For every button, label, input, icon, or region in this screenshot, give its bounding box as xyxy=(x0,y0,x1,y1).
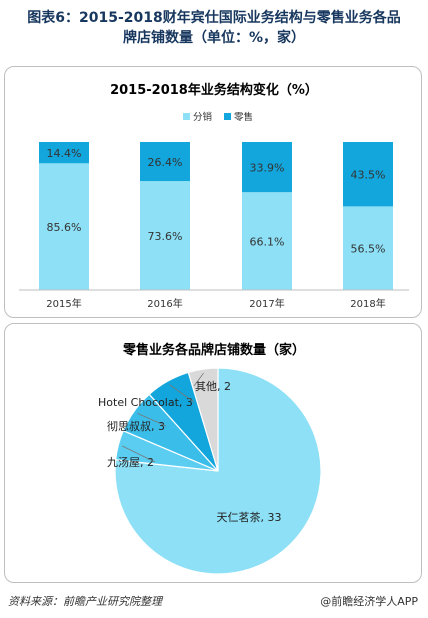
bar-chart-legend: 分销 零售 xyxy=(183,111,253,123)
bar-lingshou-3 xyxy=(343,142,393,207)
bar-label-0-2: 66.1% xyxy=(250,236,285,249)
pie-label-0: 天仁茗茶, 33 xyxy=(217,511,282,524)
footer-source: 资料来源：前瞻产业研究院整理 xyxy=(8,595,162,608)
pie-label-2: 彻思叔叔, 3 xyxy=(107,419,165,433)
x-tick-0: 2015年 xyxy=(46,297,81,310)
figure-title-line1: 图表6：2015-2018财年宾仕国际业务结构与零售业务各品 xyxy=(27,10,401,26)
pie-leader-4 xyxy=(193,372,204,387)
pie-labels: 天仁茗茶, 33 九汤屋, 2 彻思叔叔, 3 Hotel Chocolat, 3其他… xyxy=(98,372,282,524)
bar-label-1-3: 43.5% xyxy=(351,169,386,182)
pie-chart-panel: 零售业务各品牌店铺数量（家） 天仁茗茶, 33 九汤屋, 2 彻思叔叔, 3 Hote… xyxy=(4,323,422,583)
bar-fenxiao-1 xyxy=(140,181,190,290)
legend-label-1: 零售 xyxy=(234,111,253,123)
bar-fenxiao-3 xyxy=(343,206,393,290)
pie-leader-2 xyxy=(137,413,167,427)
x-tick-1: 2016年 xyxy=(147,297,182,310)
bar-label-1-1: 26.4% xyxy=(148,156,183,169)
bar-label-1-0: 14.4% xyxy=(47,147,82,160)
pie-slices xyxy=(114,367,322,575)
legend-swatch-0 xyxy=(183,113,190,120)
figure-title-line2: 牌店铺数量（单位：%，家） xyxy=(122,30,306,46)
bar-chart-title: 2015-2018年业务结构变化（%） xyxy=(110,82,318,98)
bar-fenxiao-0 xyxy=(39,163,89,290)
pie-chart-title: 零售业务各品牌店铺数量（家） xyxy=(122,342,305,358)
pie-leader-1 xyxy=(122,445,156,463)
x-axis-ticks: 2015年 2016年 2017年 2018年 xyxy=(46,297,385,310)
bar-label-0-3: 56.5% xyxy=(351,243,386,256)
bar-label-0-1: 73.6% xyxy=(148,230,183,243)
legend-swatch-1 xyxy=(224,113,231,120)
pie-slice-4 xyxy=(187,367,219,472)
bar-chart-bars: 85.6% 14.4% 73.6% 26.4% 66.1% 33.9% 56.5% 43.5% xyxy=(39,142,393,290)
bar-lingshou-2 xyxy=(242,142,292,193)
bar-lingshou-1 xyxy=(140,142,190,182)
bar-lingshou-0 xyxy=(39,142,89,164)
x-tick-3: 2018年 xyxy=(350,297,385,310)
x-tick-2: 2017年 xyxy=(249,297,284,310)
bar-label-1-2: 33.9% xyxy=(250,162,285,175)
legend-label-0: 分销 xyxy=(193,111,213,123)
bar-fenxiao-2 xyxy=(242,192,292,290)
footer-brand: @前瞻经济学人APP xyxy=(320,595,418,608)
pie-leader-3 xyxy=(169,384,195,403)
pie-label-3: Hotel Chocolat, 3 xyxy=(98,396,193,409)
pie-label-1: 九汤屋, 2 xyxy=(107,455,154,469)
bar-chart-panel: 2015-2018年业务结构变化（%） 分销 零售 85.6% 14.4% 73.6%… xyxy=(4,66,422,318)
bar-chart: 2015-2018年业务结构变化（%） 分销 零售 85.6% 14.4% 73.6%… xyxy=(19,82,409,310)
figure-title: 图表6：2015-2018财年宾仕国际业务结构与零售业务各品 牌店铺数量（单位：… xyxy=(0,8,428,48)
bar-label-0-0: 85.6% xyxy=(47,221,82,234)
pie-label-4: 其他, 2 xyxy=(195,380,231,393)
pie-chart: 零售业务各品牌店铺数量（家） 天仁茗茶, 33 九汤屋, 2 彻思叔叔, 3 Hote… xyxy=(98,342,322,575)
